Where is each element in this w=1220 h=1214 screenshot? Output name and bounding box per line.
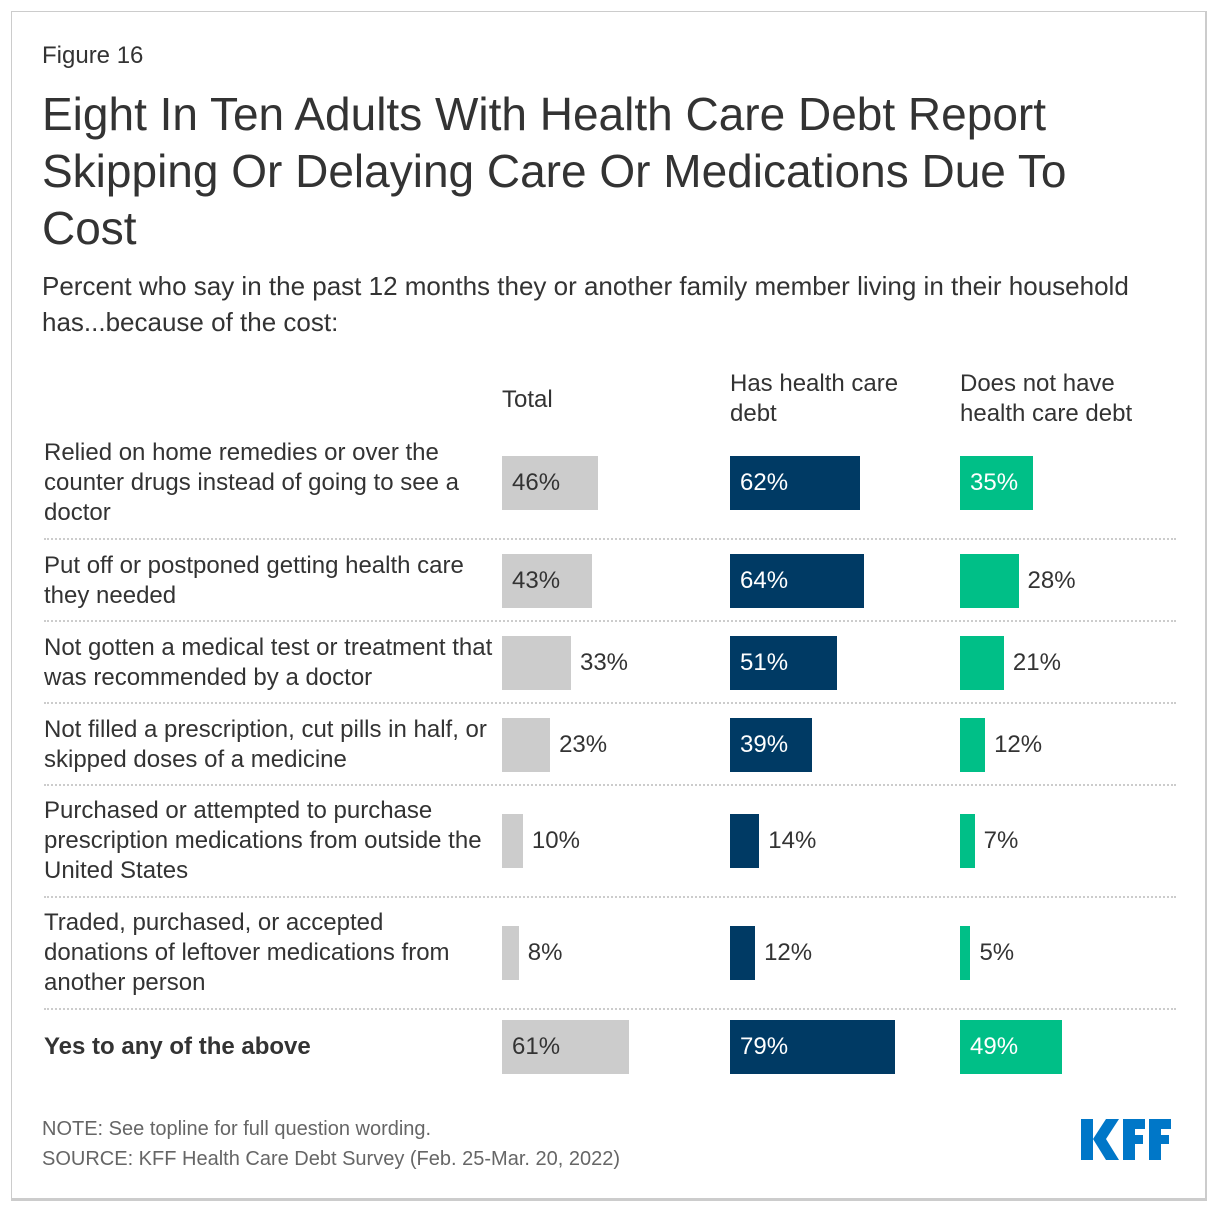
- data-label: 8%: [527, 939, 563, 966]
- bar-has-debt: [730, 718, 812, 772]
- data-label: 14%: [768, 827, 817, 854]
- figure-label: Figure 16: [42, 42, 144, 69]
- row-label: Relied on home remedies or over the coun…: [44, 439, 459, 526]
- data-label: 7%: [983, 827, 1019, 854]
- row-divider: [44, 702, 1176, 704]
- column-header-no-debt: Does not have health care debt: [960, 370, 1133, 427]
- row-label: Purchased or attempted to purchase presc…: [44, 797, 482, 884]
- data-label: 28%: [1027, 567, 1076, 594]
- bar-has-debt: [730, 636, 837, 690]
- column-header-total: Total: [502, 386, 553, 413]
- bar-total: [502, 456, 599, 510]
- data-label: 62%: [740, 469, 789, 496]
- data-label: 61%: [512, 1033, 561, 1060]
- bar-no-debt: [960, 718, 986, 772]
- bar-total: [502, 554, 592, 608]
- bar-no-debt: [960, 814, 975, 868]
- bar-no-debt: [960, 554, 1019, 608]
- figure-frame: [11, 11, 1207, 1201]
- bar-no-debt: [960, 636, 1004, 690]
- bar-has-debt: [730, 554, 864, 608]
- row-divider: [44, 620, 1176, 622]
- bar-total: [502, 926, 519, 980]
- data-label: 5%: [979, 939, 1015, 966]
- row-label: Not filled a prescription, cut pills in …: [44, 716, 487, 773]
- chart-subtitle: Percent who say in the past 12 months th…: [42, 271, 1129, 337]
- bar-has-debt: [730, 926, 756, 980]
- bar-no-debt: [960, 926, 971, 980]
- data-label: 35%: [970, 469, 1019, 496]
- row-divider: [44, 538, 1176, 540]
- note: NOTE: See topline for full question word…: [42, 1118, 432, 1140]
- row-label: Put off or postponed getting health care…: [44, 552, 464, 609]
- row-divider: [44, 1008, 1176, 1010]
- column-header-has-debt: Has health care debt: [730, 370, 899, 427]
- data-label: 33%: [579, 649, 629, 676]
- data-label: 79%: [740, 1033, 789, 1060]
- bar-total: [502, 814, 523, 868]
- bar-total: [502, 718, 551, 772]
- data-label: 23%: [559, 731, 608, 758]
- row-label: Traded, purchased, or accepted donations…: [44, 909, 450, 996]
- row-label: Yes to any of the above: [44, 1033, 311, 1060]
- row-label: Not gotten a medical test or treatment t…: [44, 634, 493, 691]
- chart-title: Eight In Ten Adults With Health Care Deb…: [42, 88, 1067, 254]
- source: SOURCE: KFF Health Care Debt Survey (Feb…: [42, 1148, 620, 1170]
- data-label: 64%: [740, 567, 789, 594]
- row-divider: [44, 896, 1176, 898]
- data-label: 39%: [740, 731, 789, 758]
- bar-no-debt: [960, 1020, 1063, 1074]
- data-label: 10%: [531, 827, 580, 854]
- data-label: 46%: [512, 469, 561, 496]
- bar-no-debt: [960, 456, 1034, 510]
- data-label: 49%: [970, 1033, 1019, 1060]
- data-label: 12%: [994, 731, 1043, 758]
- data-label: 12%: [764, 939, 813, 966]
- data-label: 21%: [1012, 649, 1061, 676]
- data-label: 51%: [740, 649, 789, 676]
- bar-has-debt: [730, 456, 860, 510]
- bar-total: [502, 1020, 630, 1074]
- bar-has-debt: [730, 1020, 896, 1074]
- row-divider: [44, 784, 1176, 786]
- bar-has-debt: [730, 814, 760, 868]
- data-label: 43%: [512, 567, 561, 594]
- bar-total: [502, 636, 571, 690]
- kff-logo: [1081, 1119, 1171, 1160]
